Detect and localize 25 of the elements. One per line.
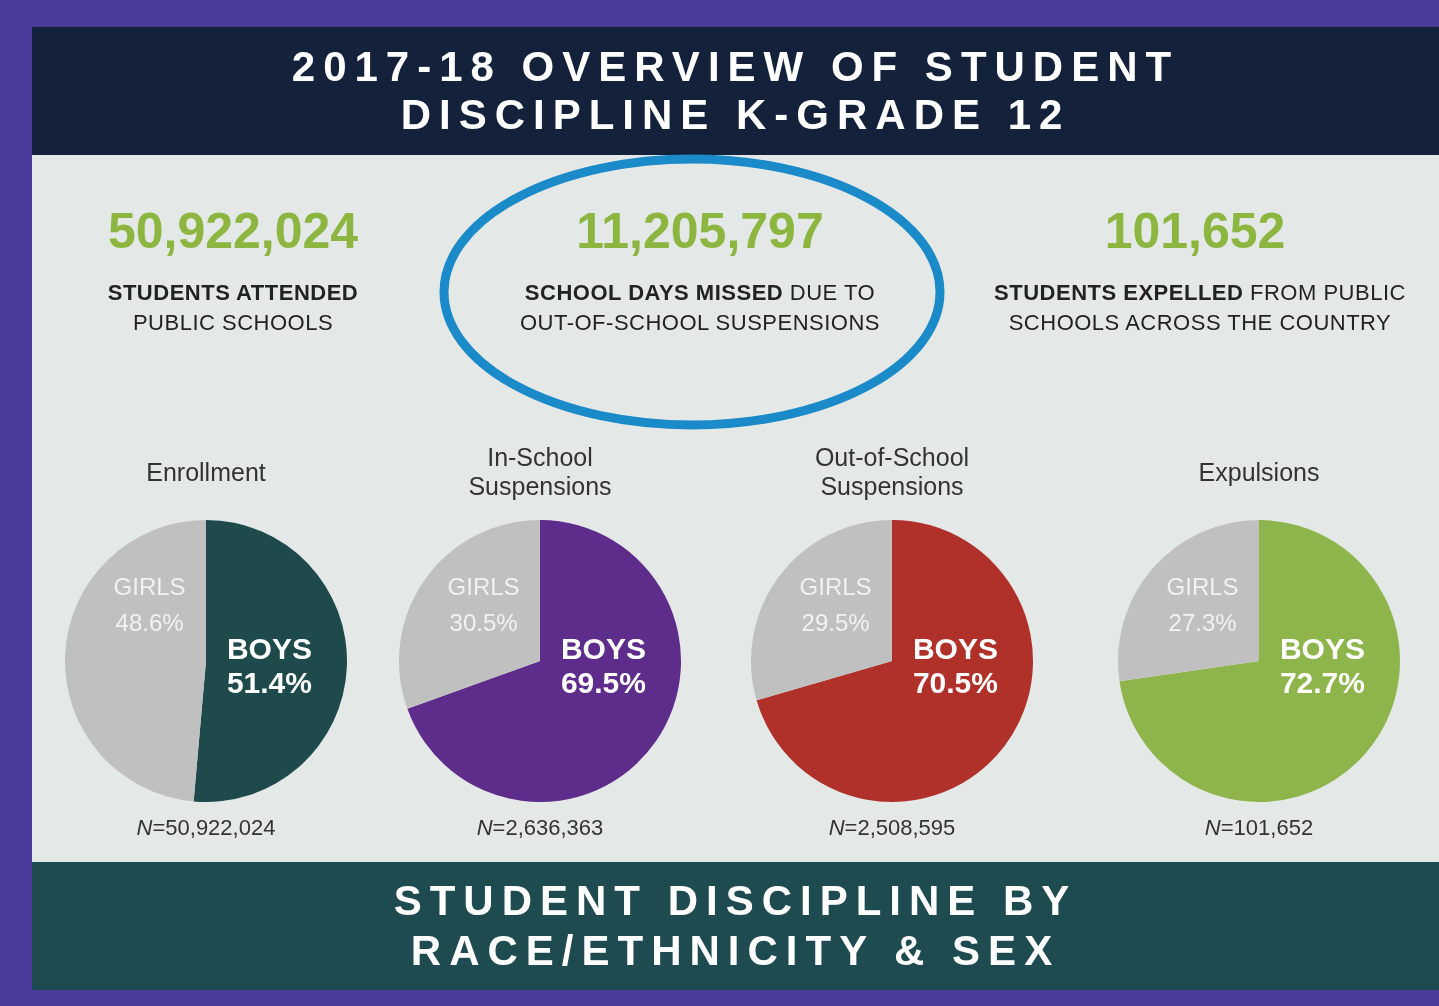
text: PUBLIC SCHOOLS <box>132 310 334 335</box>
data-label: 69.5% <box>560 666 646 700</box>
text: 11,205,797 <box>575 202 825 260</box>
slice-label: BOYS <box>1279 632 1365 666</box>
text: N=2,636,363 <box>475 815 605 841</box>
slice-label: BOYS <box>226 632 312 666</box>
chart-title: Out-of-School Suspensions <box>813 442 971 502</box>
slice-label: BOYS <box>560 632 646 666</box>
text: N=50,922,024 <box>135 815 277 841</box>
text: STUDENTS ATTENDED <box>107 280 359 305</box>
text: STUDENTS EXPELLED <box>994 280 1244 305</box>
text: 50,922,024 <box>106 202 360 260</box>
chart-title: Expulsions <box>1197 456 1321 488</box>
data-label: 72.7% <box>1279 666 1365 700</box>
text: 101,652 <box>1103 202 1287 260</box>
slice-label: BOYS <box>912 632 998 666</box>
data-label: 51.4% <box>226 666 312 700</box>
text: N=2,508,595 <box>827 815 957 841</box>
text: 2017-18 OVERVIEW OF STUDENT DISCIPLINE K-GRADE 12 <box>290 43 1181 139</box>
chart-title: Enrollment <box>145 456 267 488</box>
chart-title: In-School Suspensions <box>467 442 613 502</box>
data-label: 70.5% <box>912 666 998 700</box>
text: STUDENT DISCIPLINE BY RACE/ETHNICITY & SEX <box>392 876 1079 976</box>
text: N=101,652 <box>1203 815 1315 841</box>
text: SCHOOL DAYS MISSED <box>524 280 784 305</box>
